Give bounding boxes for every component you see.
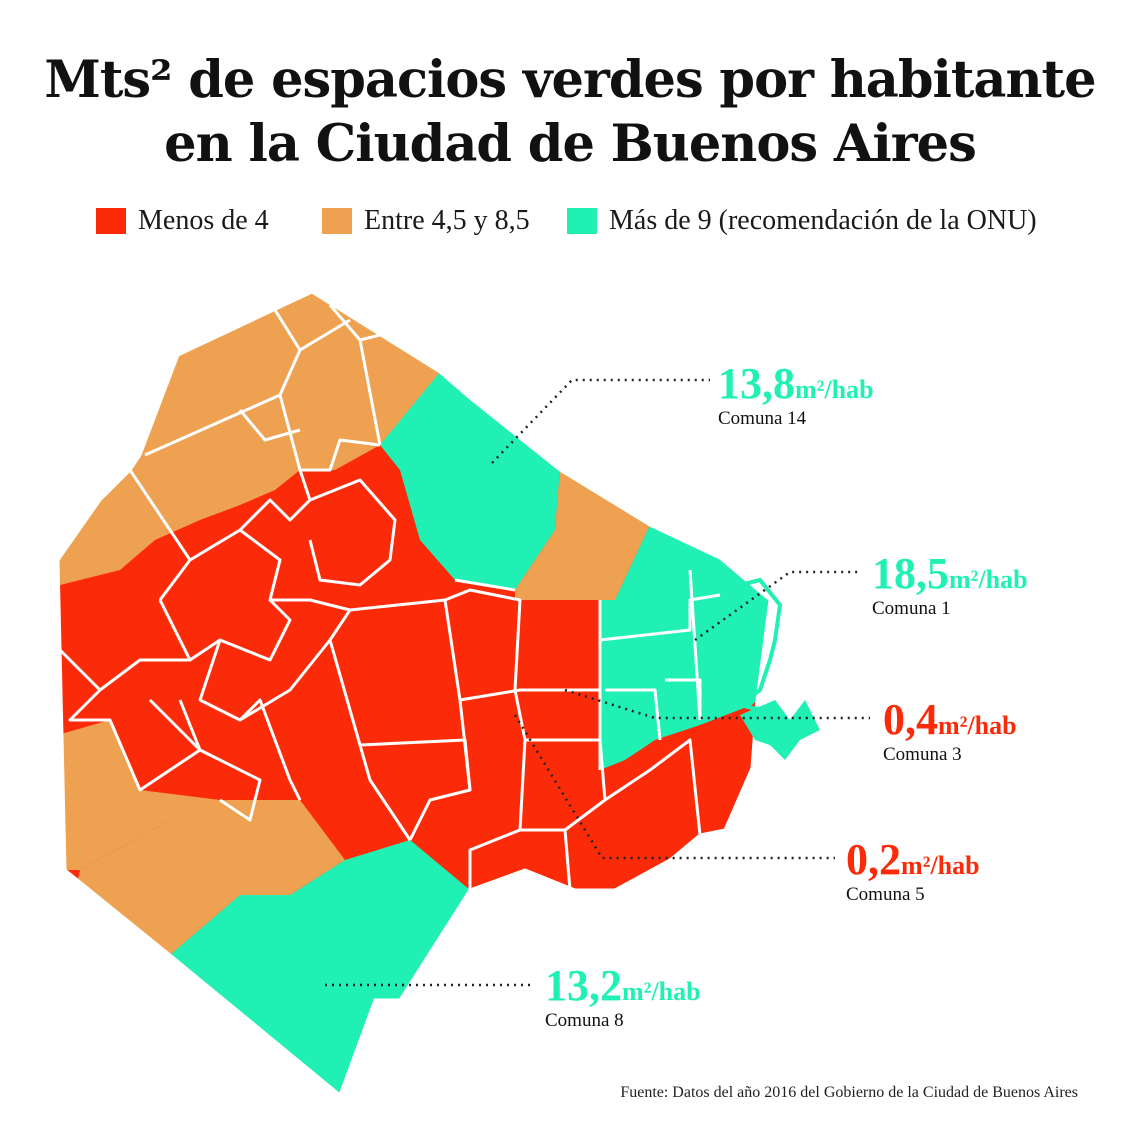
callout-number-comuna-14: 13,8	[718, 359, 795, 408]
barrio-borders	[58, 304, 721, 891]
callout-number-comuna-5: 0,2	[846, 835, 901, 884]
title-line-2: en la Ciudad de Buenos Aires	[164, 114, 977, 174]
callout-name-comuna-3: Comuna 3	[883, 744, 962, 765]
port-area	[711, 577, 820, 760]
title-line-1: Mts² de espacios verdes por habitante	[44, 50, 1096, 110]
port-dock-outline	[711, 577, 783, 712]
callout-number-comuna-3: 0,4	[883, 695, 938, 744]
callout-unit-comuna-3: m²/hab	[938, 711, 1017, 740]
region-southwest-mid	[60, 800, 345, 960]
legend-item-mid: Entre 4,5 y 8,5	[322, 205, 530, 237]
map-title: Mts² de espacios verdes por habitante en…	[0, 48, 1140, 176]
legend-item-low: Menos de 4	[96, 205, 269, 237]
source-note: Fuente: Datos del año 2016 del Gobierno …	[620, 1084, 1078, 1101]
callout-value-comuna-3: 0,4m²/hab	[883, 698, 1017, 742]
callout-value-comuna-14: 13,8m²/hab	[718, 362, 874, 406]
callout-number-comuna-1: 18,5	[872, 549, 949, 598]
callout-value-comuna-1: 18,5m²/hab	[872, 552, 1028, 596]
legend-label-low: Menos de 4	[138, 205, 269, 236]
callout-comuna-3: 0,4m²/hab Comuna 3	[883, 698, 1017, 766]
legend-label-high: Más de 9 (recomendación de la ONU)	[609, 205, 1037, 236]
callout-number-comuna-8: 13,2	[545, 961, 622, 1010]
callout-value-comuna-5: 0,2m²/hab	[846, 838, 980, 882]
callout-comuna-5: 0,2m²/hab Comuna 5	[846, 838, 980, 906]
region-comuna-14-high	[380, 372, 560, 590]
callout-unit-comuna-5: m²/hab	[901, 851, 980, 880]
callout-unit-comuna-8: m²/hab	[622, 977, 701, 1006]
legend-swatch-mid	[322, 208, 352, 234]
callout-name-comuna-8: Comuna 8	[545, 1010, 624, 1031]
legend-swatch-high	[567, 208, 597, 234]
legend-item-high: Más de 9 (recomendación de la ONU)	[567, 205, 1037, 237]
callout-name-comuna-1: Comuna 1	[872, 598, 951, 619]
legend-swatch-low	[96, 208, 126, 234]
region-comuna-2-mid	[515, 470, 650, 600]
leader-line-comuna-5	[513, 714, 835, 860]
reserva-ecologica-shape	[740, 700, 820, 760]
leader-lines	[325, 378, 870, 987]
callout-name-comuna-5: Comuna 5	[846, 884, 925, 905]
callout-name-comuna-14: Comuna 14	[718, 408, 807, 429]
region-comuna-9-mid	[58, 720, 220, 870]
legend-label-mid: Entre 4,5 y 8,5	[364, 205, 530, 236]
legend: Menos de 4 Entre 4,5 y 8,5 Más de 9 (rec…	[0, 205, 1140, 245]
callout-comuna-14: 13,8m²/hab Comuna 14	[718, 362, 874, 430]
callout-comuna-8: 13,2m²/hab Comuna 8	[545, 964, 701, 1032]
callout-value-comuna-8: 13,2m²/hab	[545, 964, 701, 1008]
callout-comuna-1: 18,5m²/hab Comuna 1	[872, 552, 1028, 620]
callout-unit-comuna-1: m²/hab	[949, 565, 1028, 594]
callout-unit-comuna-14: m²/hab	[795, 375, 874, 404]
